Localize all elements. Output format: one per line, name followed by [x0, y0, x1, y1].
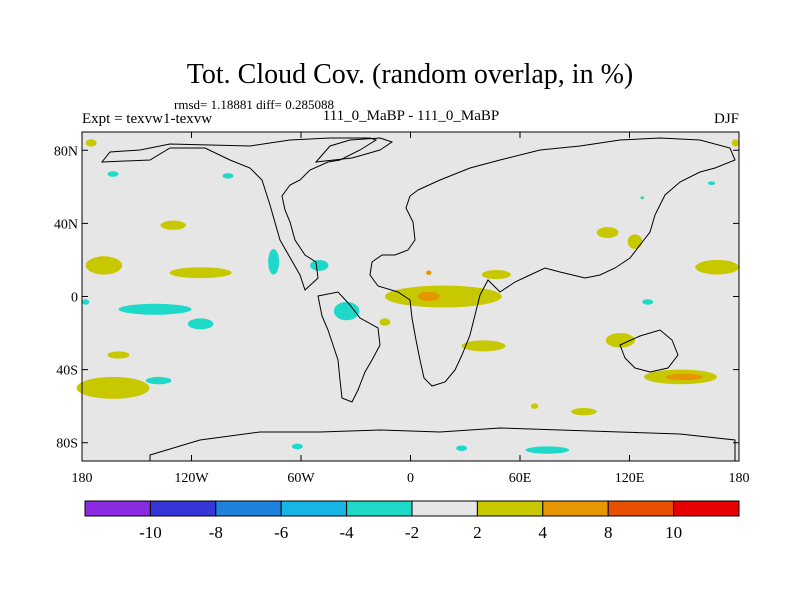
anomaly-region-34	[456, 445, 468, 451]
colorbar-swatch-5	[411, 500, 478, 517]
x-axis-ticks: 180 120W 60W 0 60E 120E 180	[72, 132, 750, 486]
x-tick-label-0: 180	[72, 471, 93, 486]
anomaly-region-21	[118, 303, 192, 315]
x-tick-label-5: 120E	[615, 471, 645, 486]
coastline-greenland	[314, 137, 394, 163]
colorbar-label-5: 2	[473, 523, 482, 542]
anomaly-region-33	[525, 446, 570, 454]
y-tick-label-2: 0	[71, 291, 78, 306]
chart-title: Tot. Cloud Cov. (random overlap, in %)	[187, 59, 633, 90]
y-tick-label-1: 40N	[54, 217, 78, 232]
colorbar-swatch-8	[607, 500, 675, 517]
anomaly-region-18	[666, 373, 703, 381]
colorbar-swatch-1	[149, 500, 217, 517]
anomaly-region-3	[169, 267, 232, 279]
colorbar-label-4: -2	[405, 523, 419, 542]
coastline-antarctica	[149, 427, 736, 462]
x-tick-label-1: 120W	[174, 471, 209, 486]
experiment-label: Expt = texvw1-texvw	[82, 111, 212, 127]
coastlines	[100, 137, 736, 462]
colorbar-label-3: -4	[340, 523, 355, 542]
colorbar-label-6: 4	[539, 523, 548, 542]
anomaly-region-8	[596, 227, 619, 239]
x-tick-label-3: 0	[407, 471, 414, 486]
anomaly-region-6	[85, 139, 97, 147]
anomaly-region-2	[426, 270, 432, 275]
anomaly-region-27	[222, 173, 234, 179]
anomaly-region-4	[85, 256, 123, 275]
anomaly-region-14	[605, 333, 635, 348]
colorbar: -10 -8 -6 -4 -2 2 4 8 10	[84, 500, 740, 542]
anomaly-region-30	[642, 299, 654, 305]
anomaly-regions	[76, 139, 739, 454]
anomaly-region-5	[160, 220, 187, 230]
colorbar-swatch-9	[673, 500, 740, 517]
anomaly-region-26	[333, 301, 360, 321]
anomaly-region-15	[76, 376, 150, 399]
map-area: 180 120W 60W 0 60E 120E 180 80N 40N 0 40S 80S	[54, 131, 750, 486]
anomaly-region-32	[640, 196, 645, 200]
colorbar-swatch-6	[476, 500, 544, 517]
colorbar-label-2: -6	[274, 523, 288, 542]
colorbar-swatch-0	[84, 500, 151, 517]
anomaly-region-10	[695, 259, 739, 275]
anomaly-region-29	[82, 299, 90, 305]
coastline-australia	[619, 329, 679, 373]
anomaly-region-13	[461, 340, 506, 352]
colorbar-swatch-4	[346, 500, 413, 517]
anomaly-region-24	[268, 248, 280, 275]
coastline-eurasia-africa	[369, 137, 736, 387]
anomaly-region-9	[627, 234, 643, 249]
x-tick-label-4: 60E	[509, 471, 532, 486]
anomaly-region-25	[310, 259, 329, 271]
colorbar-label-8: 10	[665, 523, 682, 542]
colorbar-label-0: -10	[139, 523, 162, 542]
anomaly-region-1	[417, 291, 440, 302]
period-label: 111_0_MaBP - 111_0_MaBP	[323, 108, 499, 124]
anomaly-region-31	[707, 181, 716, 186]
y-tick-label-3: 40S	[56, 364, 78, 379]
stats-text: rmsd= 1.18881 diff= 0.285088	[174, 97, 334, 112]
colorbar-swatch-2	[215, 500, 282, 517]
anomaly-region-11	[731, 139, 739, 147]
anomaly-region-23	[145, 376, 172, 385]
x-tick-label-6: 180	[729, 471, 750, 486]
x-tick-label-2: 60W	[287, 471, 315, 486]
anomaly-region-20	[530, 403, 539, 409]
y-axis-ticks: 80N 40N 0 40S 80S	[54, 144, 739, 452]
anomaly-region-19	[571, 407, 597, 416]
anomaly-region-0	[384, 285, 502, 308]
colorbar-swatch-3	[280, 500, 348, 517]
y-tick-label-0: 80N	[54, 144, 78, 159]
anomaly-region-22	[187, 318, 214, 330]
colorbar-swatch-7	[542, 500, 609, 517]
coastline-north-america	[100, 137, 378, 291]
anomaly-region-16	[107, 351, 130, 359]
colorbar-label-7: 8	[604, 523, 613, 542]
anomaly-region-35	[291, 443, 303, 450]
anomaly-region-7	[481, 269, 511, 280]
colorbar-label-1: -8	[209, 523, 223, 542]
y-tick-label-4: 80S	[56, 437, 78, 452]
season-label: DJF	[714, 111, 739, 127]
coastline-south-america	[317, 291, 381, 403]
anomaly-region-12	[379, 318, 391, 326]
anomaly-region-28	[107, 171, 119, 177]
